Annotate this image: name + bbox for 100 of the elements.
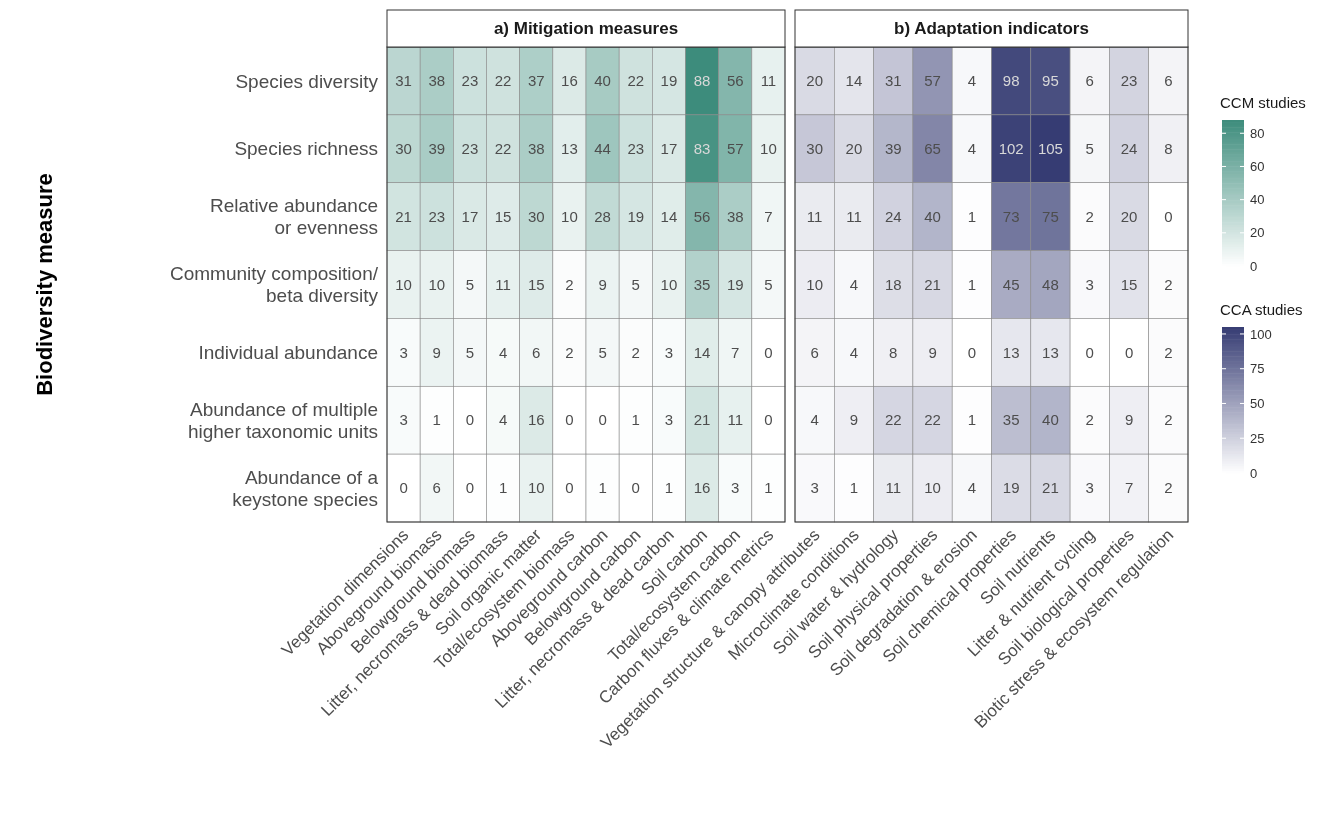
data-label: 0 xyxy=(598,411,607,429)
data-label: 10 xyxy=(806,275,823,293)
data-label: 21 xyxy=(1042,479,1059,497)
chart-title: a) Mitigation measures xyxy=(493,19,679,39)
data-label: 9 xyxy=(1124,411,1134,429)
data-label: 10 xyxy=(660,275,678,293)
data-label: 7 xyxy=(731,343,740,361)
data-label: 0 xyxy=(967,343,977,361)
data-label: 8 xyxy=(1164,140,1173,158)
y-tick-label: Relative abundance or evenness xyxy=(210,195,378,239)
data-label: 10 xyxy=(527,479,545,497)
data-label: 7 xyxy=(764,207,773,225)
data-label: 16 xyxy=(693,479,711,497)
data-label: 3 xyxy=(731,479,740,497)
data-label: 14 xyxy=(845,72,863,90)
y-axis-title: Biodiversity measure xyxy=(32,173,57,396)
data-label: 23 xyxy=(461,72,479,90)
data-label: 23 xyxy=(627,140,645,158)
data-label: 1 xyxy=(967,411,977,429)
data-label: 10 xyxy=(760,140,777,158)
data-label: 38 xyxy=(726,207,744,225)
data-label: 5 xyxy=(1085,140,1094,158)
data-label: 2 xyxy=(1164,343,1173,361)
data-label: 73 xyxy=(1002,207,1020,225)
data-label: 22 xyxy=(884,411,902,429)
data-label: 4 xyxy=(849,343,859,361)
data-label: 3 xyxy=(1085,479,1094,497)
data-label: 11 xyxy=(806,207,823,225)
color-bar-label: 80 xyxy=(1250,125,1265,141)
data-label: 38 xyxy=(428,72,446,90)
data-label: 23 xyxy=(461,140,479,158)
data-label: 9 xyxy=(598,275,607,293)
data-label: 10 xyxy=(395,275,412,293)
data-label: 57 xyxy=(726,140,744,158)
data-label: 22 xyxy=(924,411,941,429)
data-label: 9 xyxy=(928,343,937,361)
data-label: 1 xyxy=(849,479,859,497)
data-label: 20 xyxy=(806,72,823,90)
data-label: 4 xyxy=(849,275,859,293)
color-bar-label: 20 xyxy=(1250,225,1265,241)
data-label: 35 xyxy=(1002,411,1020,429)
data-label: 0 xyxy=(1085,343,1094,361)
y-tick-label: Abundance of a keystone species xyxy=(232,466,379,510)
data-label: 44 xyxy=(594,140,611,158)
data-label: 98 xyxy=(1002,72,1020,90)
data-label: 9 xyxy=(432,343,441,361)
data-label: 0 xyxy=(1164,207,1173,225)
data-label: 0 xyxy=(465,411,475,429)
data-label: 3 xyxy=(399,411,408,429)
data-label: 45 xyxy=(1002,275,1020,293)
data-label: 11 xyxy=(885,479,902,497)
data-label: 105 xyxy=(1037,140,1063,158)
data-label: 11 xyxy=(727,411,744,429)
data-label: 24 xyxy=(884,207,902,225)
data-label: 23 xyxy=(1120,72,1138,90)
data-label: 1 xyxy=(498,479,508,497)
data-label: 6 xyxy=(810,343,819,361)
data-label: 0 xyxy=(764,411,773,429)
data-label: 2 xyxy=(1164,411,1173,429)
data-label: 0 xyxy=(399,479,408,497)
data-label: 15 xyxy=(527,275,545,293)
data-label: 1 xyxy=(432,411,441,429)
data-label: 1 xyxy=(664,479,674,497)
color-bar-label: 0 xyxy=(1250,258,1258,274)
data-label: 35 xyxy=(693,275,711,293)
data-label: 6 xyxy=(432,479,441,497)
data-label: 1 xyxy=(967,275,977,293)
data-label: 5 xyxy=(465,275,475,293)
data-label: 18 xyxy=(884,275,902,293)
data-label: 1 xyxy=(598,479,607,497)
data-label: 19 xyxy=(726,275,744,293)
data-label: 2 xyxy=(1164,479,1173,497)
data-label: 57 xyxy=(924,72,941,90)
data-label: 40 xyxy=(924,207,941,225)
data-label: 22 xyxy=(494,72,512,90)
data-label: 3 xyxy=(399,343,408,361)
data-label: 16 xyxy=(561,72,578,90)
data-label: 30 xyxy=(806,140,823,158)
data-label: 9 xyxy=(849,411,859,429)
data-label: 4 xyxy=(967,72,977,90)
color-bar-label: 100 xyxy=(1250,326,1272,342)
data-label: 56 xyxy=(726,72,744,90)
data-label: 0 xyxy=(631,479,640,497)
data-label: 2 xyxy=(1085,411,1094,429)
data-label: 10 xyxy=(428,275,446,293)
data-label: 8 xyxy=(889,343,898,361)
data-label: 5 xyxy=(631,275,640,293)
data-label: 11 xyxy=(495,275,511,293)
color-bar-title: CCA studies xyxy=(1220,301,1303,318)
data-label: 0 xyxy=(764,343,773,361)
data-label: 4 xyxy=(498,411,508,429)
data-label: 11 xyxy=(760,72,777,90)
data-label: 88 xyxy=(693,72,711,90)
y-tick-label: Community composition/ beta diversity xyxy=(169,263,379,307)
data-label: 0 xyxy=(565,479,574,497)
data-label: 22 xyxy=(627,72,645,90)
y-tick-label: Species richness xyxy=(234,138,378,160)
data-label: 38 xyxy=(527,140,545,158)
color-bar-label: 50 xyxy=(1250,396,1265,412)
data-label: 4 xyxy=(967,479,977,497)
